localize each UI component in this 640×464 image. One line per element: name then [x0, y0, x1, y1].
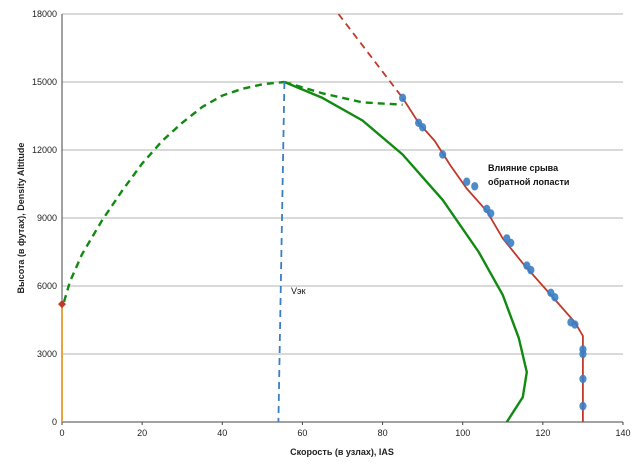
x-tick-label: 80	[378, 428, 388, 438]
data-point	[551, 293, 559, 302]
data-point	[399, 93, 407, 103]
annotation-retreating-blade-line2: обратной лопасти	[488, 177, 569, 187]
series-line-3	[277, 81, 286, 423]
x-tick-label: 120	[535, 428, 550, 438]
grid-lines	[62, 13, 623, 355]
data-point	[419, 123, 427, 132]
series-line-0	[62, 80, 285, 303]
annotation-vy: Vэк	[291, 286, 306, 296]
x-tick-label: 20	[137, 428, 147, 438]
annotation-retreating-blade-line1: Влияние срыва	[488, 163, 559, 173]
x-tick-labels: 0 20 40 60 80 100 120 140	[59, 422, 631, 438]
y-tick-label: 18000	[32, 9, 57, 19]
series-line-1	[284, 80, 403, 106]
x-tick-label: 100	[455, 428, 470, 438]
data-point	[507, 238, 515, 248]
x-tick-label: 60	[297, 428, 307, 438]
data-point	[471, 182, 479, 191]
y-tick-label: 0	[52, 417, 57, 427]
data-point	[571, 320, 579, 329]
data-markers	[58, 93, 587, 411]
data-point	[487, 209, 495, 218]
x-axis-title: Скорость (в узлах), IAS	[290, 447, 394, 457]
data-point	[527, 265, 535, 275]
x-tick-label: 0	[59, 428, 64, 438]
y-tick-label: 9000	[37, 213, 57, 223]
x-tick-label: 40	[217, 428, 227, 438]
series-line-2	[283, 80, 528, 423]
data-point	[579, 374, 587, 384]
data-point	[579, 349, 587, 359]
y-tick-labels: 0 3000 6000 9000 12000 15000 18000	[32, 9, 57, 427]
y-tick-label: 3000	[37, 349, 57, 359]
data-point	[579, 401, 587, 411]
y-axis-title: Высота (в футах), Density Altitude	[16, 143, 26, 294]
data-point	[58, 300, 66, 309]
x-tick-label: 140	[615, 428, 630, 438]
data-point	[463, 177, 471, 186]
series-line-5	[401, 97, 584, 422]
y-tick-label: 12000	[32, 145, 57, 155]
series-line-4	[337, 13, 404, 99]
data-point	[439, 150, 447, 159]
y-tick-label: 15000	[32, 77, 57, 87]
y-tick-label: 6000	[37, 281, 57, 291]
